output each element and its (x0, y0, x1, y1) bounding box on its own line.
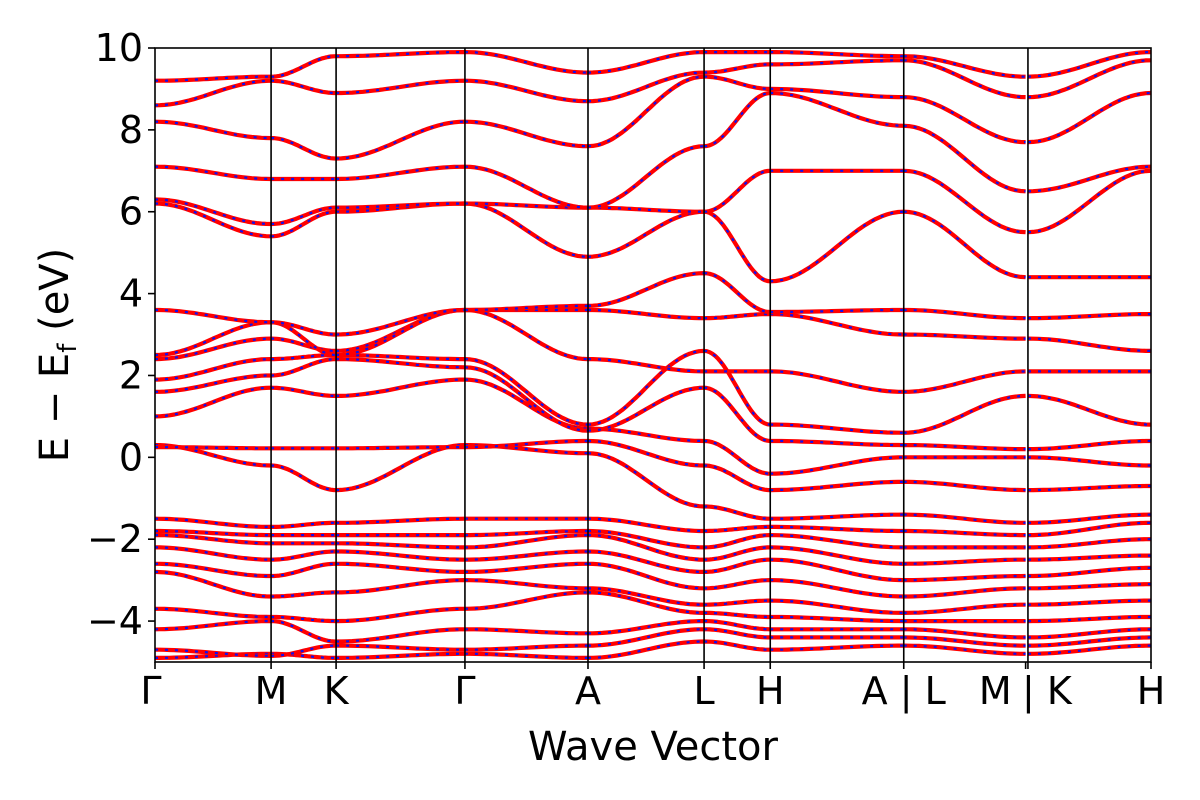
band-5-dashed (155, 562, 1151, 598)
kpoint-label-1: M (255, 669, 288, 713)
band-13-dashed (155, 358, 1151, 451)
band-3-dashed (155, 591, 1151, 623)
y-tick-label: −2 (87, 517, 143, 561)
svg-text:E − Ef (eV): E − Ef (eV) (32, 248, 83, 463)
band-2-dashed (155, 620, 1151, 643)
plot-frame (154, 47, 1152, 663)
band-15-dashed (155, 308, 1151, 393)
kpoint-label-6: H (756, 669, 785, 713)
y-tick-label: 8 (119, 108, 143, 152)
y-axis-ticks: −4 −2 0 2 4 6 8 10 (87, 26, 155, 643)
y-tick-label: 10 (95, 26, 143, 70)
y-axis-title: E − Ef (eV) (32, 248, 83, 463)
y-tick-label: 6 (119, 190, 143, 234)
band-17-dashed (155, 272, 1151, 336)
band-1-dashed (155, 628, 1151, 657)
band-4-dashed (155, 570, 1151, 614)
band-18-dashed (155, 202, 1151, 283)
band-10-dashed (155, 444, 1151, 524)
band-12-dashed (155, 378, 1151, 475)
kpoint-label-7: A | L (862, 669, 946, 714)
y-tick-label: −4 (87, 599, 143, 643)
kpoint-label-4: A (575, 669, 601, 713)
y-axis-title-main: E − E (32, 353, 78, 463)
x-axis-title: Wave Vector (528, 724, 779, 770)
band-8-dashed (155, 529, 1151, 549)
band-9-dashed (155, 517, 1151, 537)
kpoint-label-8: M (979, 669, 1012, 713)
band-0-dashed (155, 640, 1151, 659)
band-7-dashed (155, 534, 1151, 565)
y-tick-label: 4 (119, 272, 143, 316)
kpoint-divider-lines (270, 48, 1029, 662)
band-23-solid (155, 50, 1151, 83)
kpoint-label-3: Γ (454, 669, 475, 713)
y-tick-label: 2 (119, 353, 143, 397)
bands-layer (155, 50, 1151, 660)
band-6-dashed (155, 546, 1151, 582)
band-17-solid (155, 271, 1151, 337)
kpoint-label-0: Γ (140, 669, 161, 713)
band-19-dashed (155, 169, 1151, 234)
band-6-solid (155, 545, 1151, 583)
band-11-dashed (155, 439, 1151, 492)
band-20-dashed (155, 91, 1151, 209)
y-axis-title-unit: (eV) (32, 248, 78, 331)
band-12-solid (155, 377, 1151, 476)
kpoint-label-5: L (693, 669, 714, 713)
band-2-solid (155, 619, 1151, 644)
band-21-solid (155, 74, 1151, 161)
kpoint-label-10: H (1137, 669, 1166, 713)
y-axis-title-subscript: f (53, 343, 83, 353)
band-23-dashed (155, 51, 1151, 82)
kpoint-label-2: K (324, 669, 350, 713)
y-tick-label: 0 (119, 435, 143, 479)
kpoint-label-9: | K (1022, 669, 1073, 714)
band-5-solid (155, 561, 1151, 599)
band-14-dashed (155, 349, 1151, 434)
band-22-dashed (155, 59, 1151, 107)
